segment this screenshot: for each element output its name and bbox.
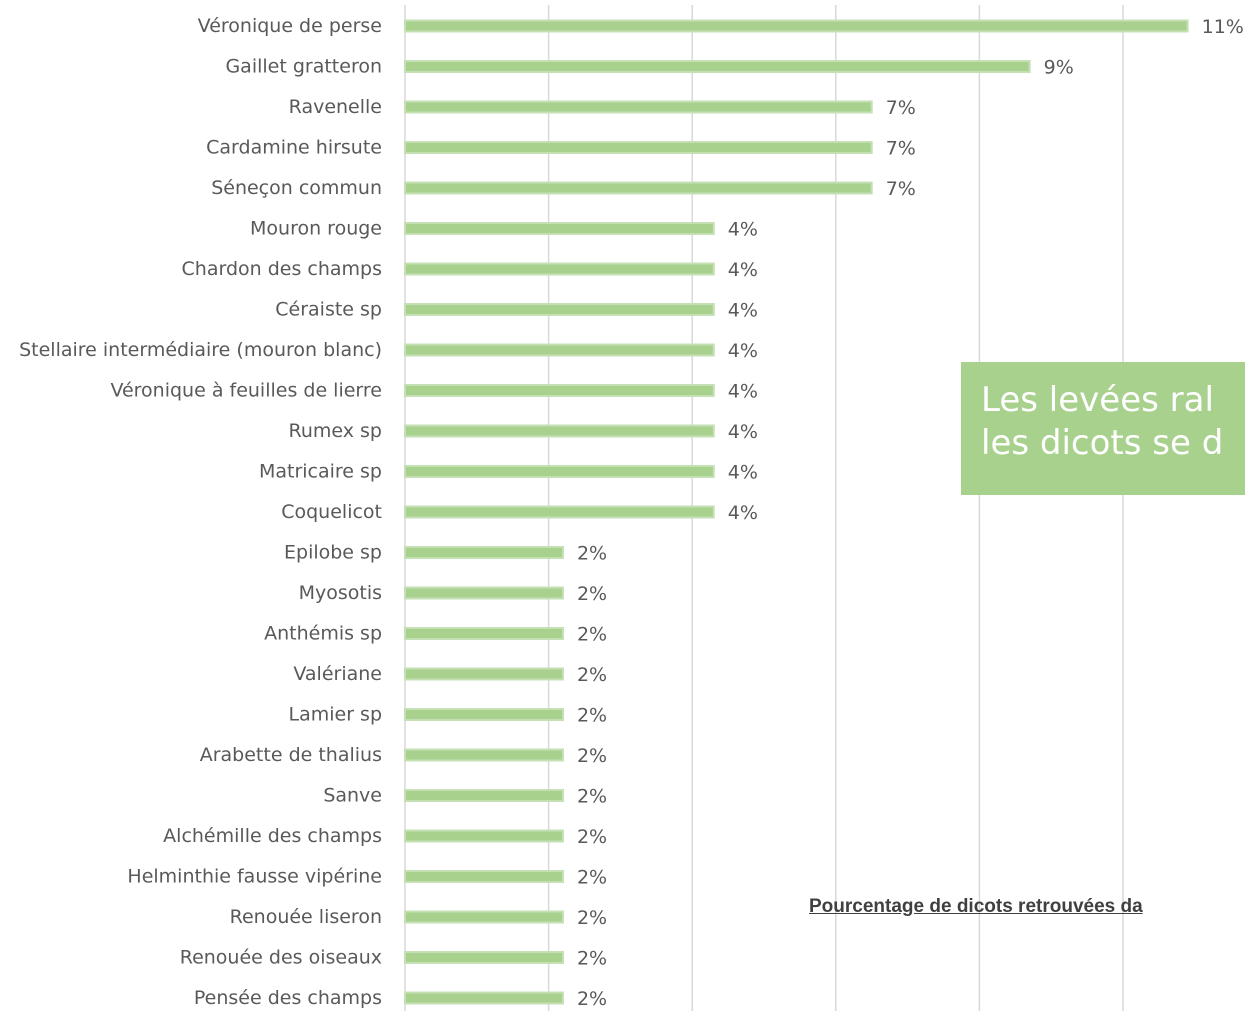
category-label: Pensée des champs: [194, 987, 382, 1009]
chart-caption: Pourcentage de dicots retrouvées da: [809, 896, 1143, 917]
bar: [404, 141, 873, 154]
value-label: 2%: [577, 543, 607, 565]
value-label: 4%: [728, 421, 758, 443]
bar: [404, 951, 564, 964]
category-label: Mouron rouge: [250, 218, 382, 240]
category-label: Lamier sp: [288, 704, 382, 726]
category-label: Véronique de perse: [198, 15, 382, 37]
category-label: Epilobe sp: [284, 542, 382, 564]
category-label: Chardon des champs: [182, 258, 382, 280]
bar: [404, 586, 564, 600]
category-label: Ravenelle: [289, 96, 382, 118]
value-label: 4%: [728, 381, 758, 403]
bar: [404, 181, 873, 195]
value-label: 2%: [577, 664, 607, 686]
category-label: Stellaire intermédiaire (mouron blanc): [19, 339, 382, 361]
bar: [404, 991, 564, 1005]
value-label: 4%: [728, 462, 758, 484]
category-label: Alchémille des champs: [163, 825, 382, 847]
value-label: 7%: [886, 138, 916, 160]
bar: [404, 789, 564, 802]
category-label: Coquelicot: [281, 501, 382, 523]
bar: [404, 829, 564, 843]
bar: [404, 19, 1189, 33]
value-label: 7%: [886, 178, 916, 200]
value-label: 2%: [577, 705, 607, 727]
bar: [404, 505, 715, 519]
value-label: 4%: [728, 259, 758, 281]
bar: [404, 303, 715, 316]
category-labels: Véronique de perse Gaillet gratteron Raven…: [19, 15, 382, 1009]
bar: [404, 546, 564, 559]
value-label: 11%: [1202, 16, 1244, 38]
bar: [404, 100, 873, 114]
value-label: 4%: [728, 340, 758, 362]
category-label: Renouée des oiseaux: [180, 947, 382, 969]
category-label: Séneçon commun: [211, 177, 382, 199]
category-label: Valériane: [293, 663, 382, 685]
value-label: 2%: [577, 948, 607, 970]
bar: [404, 343, 715, 357]
category-label: Céraiste sp: [275, 299, 382, 321]
bar: [404, 910, 564, 924]
value-label: 2%: [577, 624, 607, 646]
callout-line-1: Les levées ral: [981, 380, 1214, 420]
category-label: Arabette de thalius: [200, 744, 382, 766]
value-label: 2%: [577, 786, 607, 808]
value-label: 4%: [728, 219, 758, 241]
value-label: 7%: [886, 97, 916, 119]
category-label: Anthémis sp: [264, 623, 382, 645]
bar: [404, 262, 715, 276]
value-label: 2%: [577, 867, 607, 889]
bar: [404, 627, 564, 640]
value-label: 2%: [577, 583, 607, 605]
bar: [404, 222, 715, 235]
value-label: 2%: [577, 907, 607, 929]
value-label: 4%: [728, 300, 758, 322]
bar: [404, 748, 564, 762]
callout-line-2: les dicots se d: [981, 423, 1224, 463]
category-label: Sanve: [323, 785, 382, 807]
bar: [404, 465, 715, 478]
category-label: Gaillet gratteron: [225, 56, 382, 78]
category-label: Myosotis: [299, 582, 382, 604]
category-label: Véronique à feuilles de lierre: [110, 380, 382, 402]
callout-box: Les levées ral les dicots se d: [961, 362, 1245, 495]
category-label: Helminthie fausse vipérine: [127, 866, 382, 888]
bar: [404, 870, 564, 883]
category-label: Renouée liseron: [230, 906, 382, 928]
value-labels: 11% 9% 7% 7% 7% 4% 4% 4% 4% 4% 4% 4% 4% 2% 2% 2% 2% 2% 2% 2…: [577, 16, 1244, 1010]
bar: [404, 60, 1031, 73]
bar: [404, 424, 715, 438]
category-label: Cardamine hirsute: [206, 137, 382, 159]
category-label: Matricaire sp: [259, 461, 382, 483]
value-label: 2%: [577, 745, 607, 767]
value-label: 9%: [1044, 57, 1074, 79]
category-label: Rumex sp: [289, 420, 383, 442]
bar: [404, 708, 564, 721]
bars: [404, 19, 1189, 1005]
value-label: 2%: [577, 826, 607, 848]
bar: [404, 384, 715, 397]
value-label: 2%: [577, 988, 607, 1010]
value-label: 4%: [728, 502, 758, 524]
bar: [404, 667, 564, 681]
